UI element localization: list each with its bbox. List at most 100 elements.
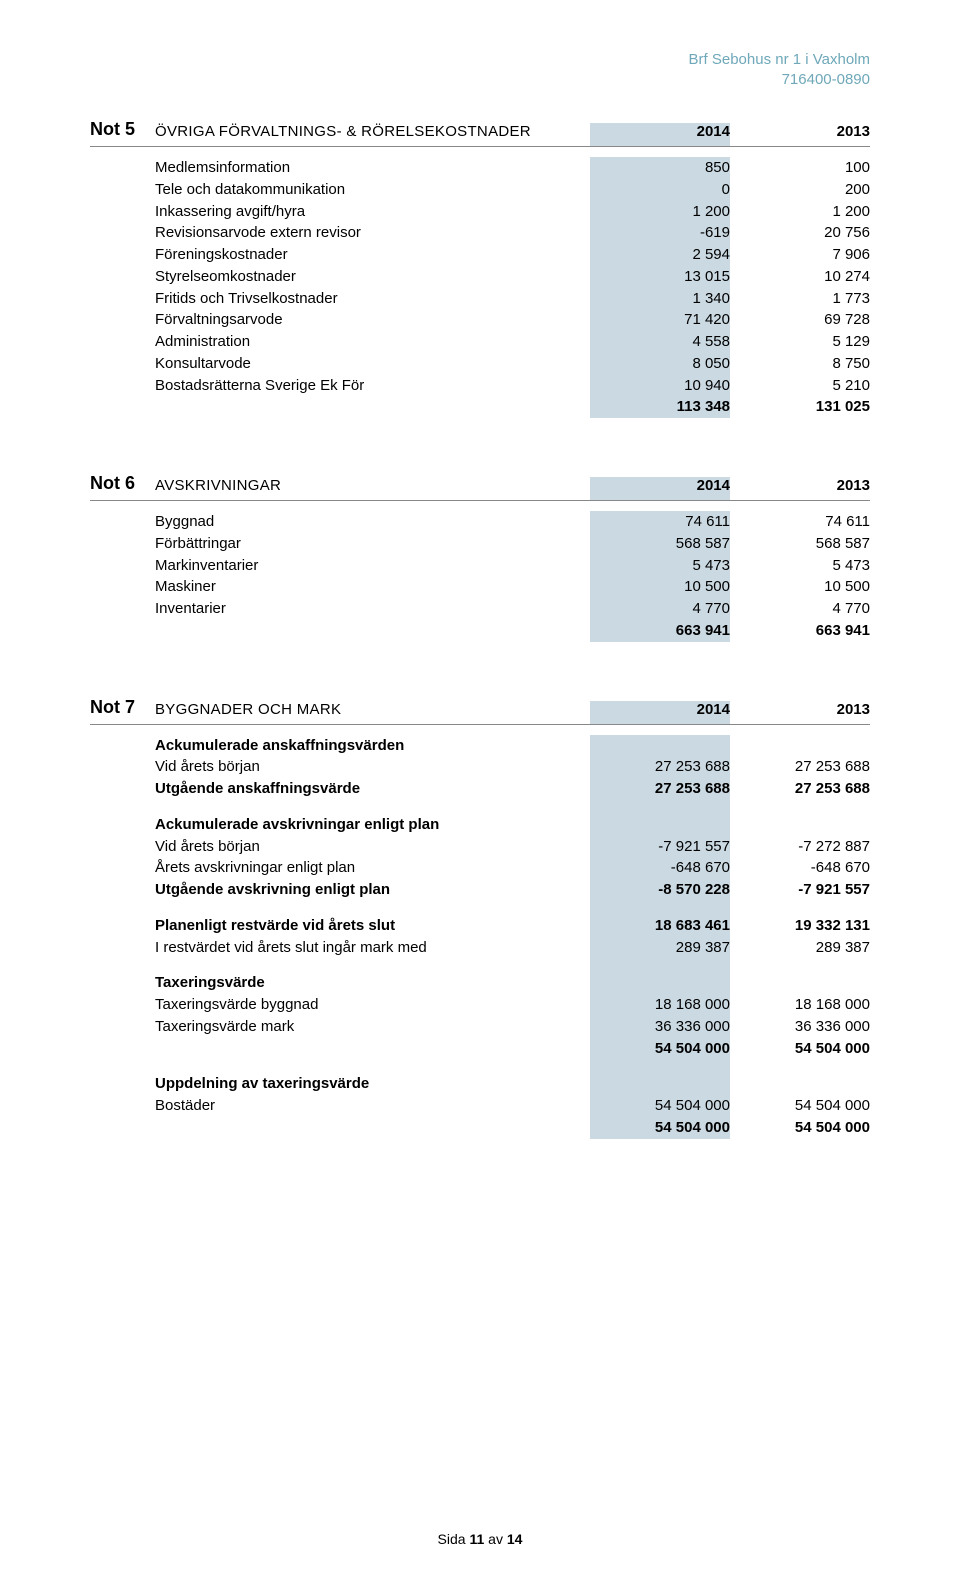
value-current-year: 1 340 <box>590 288 730 310</box>
org-name: Brf Sebohus nr 1 i Vaxholm <box>90 50 870 70</box>
value-current-year: -8 570 228 <box>590 879 730 901</box>
table-row: Ackumulerade anskaffningsvärden <box>90 735 870 757</box>
empty-cell <box>90 901 155 915</box>
row-label: Tele och datakommunikation <box>155 179 590 201</box>
value-prior-year: 20 756 <box>730 222 870 244</box>
value-current-year: 113 348 <box>590 396 730 418</box>
note-block: Not 6AVSKRIVNINGAR20142013 Byggnad74 6117… <box>90 473 870 642</box>
value-prior-year: -648 670 <box>730 857 870 879</box>
row-indent <box>90 266 155 288</box>
value-current-year: 663 941 <box>590 620 730 642</box>
row-label: Bostäder <box>155 1095 590 1117</box>
row-label: Årets avskrivningar enligt plan <box>155 857 590 879</box>
table-row: 54 504 00054 504 000 <box>90 1117 870 1139</box>
spacer-row <box>90 1059 870 1073</box>
note-header-row: Not 5ÖVRIGA FÖRVALTNINGS- & RÖRELSEKOSTN… <box>90 119 870 147</box>
empty-cell <box>90 958 155 972</box>
note-rows: Medlemsinformation850100Tele och datakom… <box>90 157 870 418</box>
column-year-prior: 2013 <box>730 701 870 724</box>
row-label: I restvärdet vid årets slut ingår mark m… <box>155 937 590 959</box>
row-indent <box>90 778 155 800</box>
row-indent <box>90 179 155 201</box>
row-indent <box>90 972 155 994</box>
row-indent <box>90 814 155 836</box>
value-prior-year: 69 728 <box>730 309 870 331</box>
table-row: Maskiner10 50010 500 <box>90 576 870 598</box>
value-current-year <box>590 1073 730 1095</box>
note-rows: Byggnad74 61174 611Förbättringar568 5875… <box>90 511 870 642</box>
row-label: Utgående anskaffningsvärde <box>155 778 590 800</box>
note-title: ÖVRIGA FÖRVALTNINGS- & RÖRELSEKOSTNADER <box>155 123 590 146</box>
value-current-year: -7 921 557 <box>590 836 730 858</box>
empty-cell <box>155 901 590 915</box>
table-row: Ackumulerade avskrivningar enligt plan <box>90 814 870 836</box>
table-row: Förvaltningsarvode71 42069 728 <box>90 309 870 331</box>
note-label: Not 7 <box>90 697 155 724</box>
table-row: Bostäder54 504 00054 504 000 <box>90 1095 870 1117</box>
table-row: Förbättringar568 587568 587 <box>90 533 870 555</box>
column-year-prior: 2013 <box>730 123 870 146</box>
row-label: Ackumulerade anskaffningsvärden <box>155 735 590 757</box>
row-indent <box>90 620 155 642</box>
empty-cell <box>730 800 870 814</box>
table-row: Taxeringsvärde mark36 336 00036 336 000 <box>90 1016 870 1038</box>
value-prior-year: 5 210 <box>730 375 870 397</box>
row-indent <box>90 836 155 858</box>
value-current-year: 27 253 688 <box>590 778 730 800</box>
row-label: Fritids och Trivselkostnader <box>155 288 590 310</box>
value-current-year: 568 587 <box>590 533 730 555</box>
value-prior-year: 5 473 <box>730 555 870 577</box>
value-current-year: 4 558 <box>590 331 730 353</box>
row-label <box>155 620 590 642</box>
row-indent <box>90 288 155 310</box>
row-label: Medlemsinformation <box>155 157 590 179</box>
value-current-year: 0 <box>590 179 730 201</box>
empty-cell <box>590 800 730 814</box>
row-label: Vid årets början <box>155 836 590 858</box>
row-indent <box>90 353 155 375</box>
table-row: Konsultarvode8 0508 750 <box>90 353 870 375</box>
note-title: AVSKRIVNINGAR <box>155 477 590 500</box>
column-year-current: 2014 <box>590 123 730 146</box>
value-current-year: 850 <box>590 157 730 179</box>
row-label: Maskiner <box>155 576 590 598</box>
note-block: Not 7BYGGNADER OCH MARK20142013Ackumuler… <box>90 697 870 1139</box>
note-block: Not 5ÖVRIGA FÖRVALTNINGS- & RÖRELSEKOSTN… <box>90 119 870 418</box>
value-prior-year: -7 921 557 <box>730 879 870 901</box>
row-label: Ackumulerade avskrivningar enligt plan <box>155 814 590 836</box>
note-header-row: Not 6AVSKRIVNINGAR20142013 <box>90 473 870 501</box>
table-row: Inventarier4 7704 770 <box>90 598 870 620</box>
row-label <box>155 1117 590 1139</box>
value-prior-year <box>730 735 870 757</box>
table-row: 113 348131 025 <box>90 396 870 418</box>
table-row: Uppdelning av taxeringsvärde <box>90 1073 870 1095</box>
table-row: Tele och datakommunikation0200 <box>90 179 870 201</box>
value-current-year <box>590 814 730 836</box>
table-row: Byggnad74 61174 611 <box>90 511 870 533</box>
empty-cell <box>155 800 590 814</box>
value-prior-year: 200 <box>730 179 870 201</box>
table-row: Inkassering avgift/hyra1 2001 200 <box>90 201 870 223</box>
row-label: Administration <box>155 331 590 353</box>
row-label <box>155 396 590 418</box>
row-indent <box>90 201 155 223</box>
value-prior-year: 8 750 <box>730 353 870 375</box>
table-row: Styrelseomkostnader13 01510 274 <box>90 266 870 288</box>
value-current-year: 71 420 <box>590 309 730 331</box>
spacer-row <box>90 958 870 972</box>
row-indent <box>90 857 155 879</box>
table-row: Vid årets början27 253 68827 253 688 <box>90 756 870 778</box>
row-label: Taxeringsvärde byggnad <box>155 994 590 1016</box>
empty-cell <box>155 958 590 972</box>
value-current-year: -648 670 <box>590 857 730 879</box>
row-indent <box>90 1095 155 1117</box>
row-label: Förbättringar <box>155 533 590 555</box>
row-label <box>155 1038 590 1060</box>
note-title: BYGGNADER OCH MARK <box>155 701 590 724</box>
value-prior-year: 54 504 000 <box>730 1117 870 1139</box>
row-label: Markinventarier <box>155 555 590 577</box>
row-indent <box>90 756 155 778</box>
value-prior-year: 27 253 688 <box>730 756 870 778</box>
value-current-year <box>590 735 730 757</box>
value-prior-year: 1 773 <box>730 288 870 310</box>
